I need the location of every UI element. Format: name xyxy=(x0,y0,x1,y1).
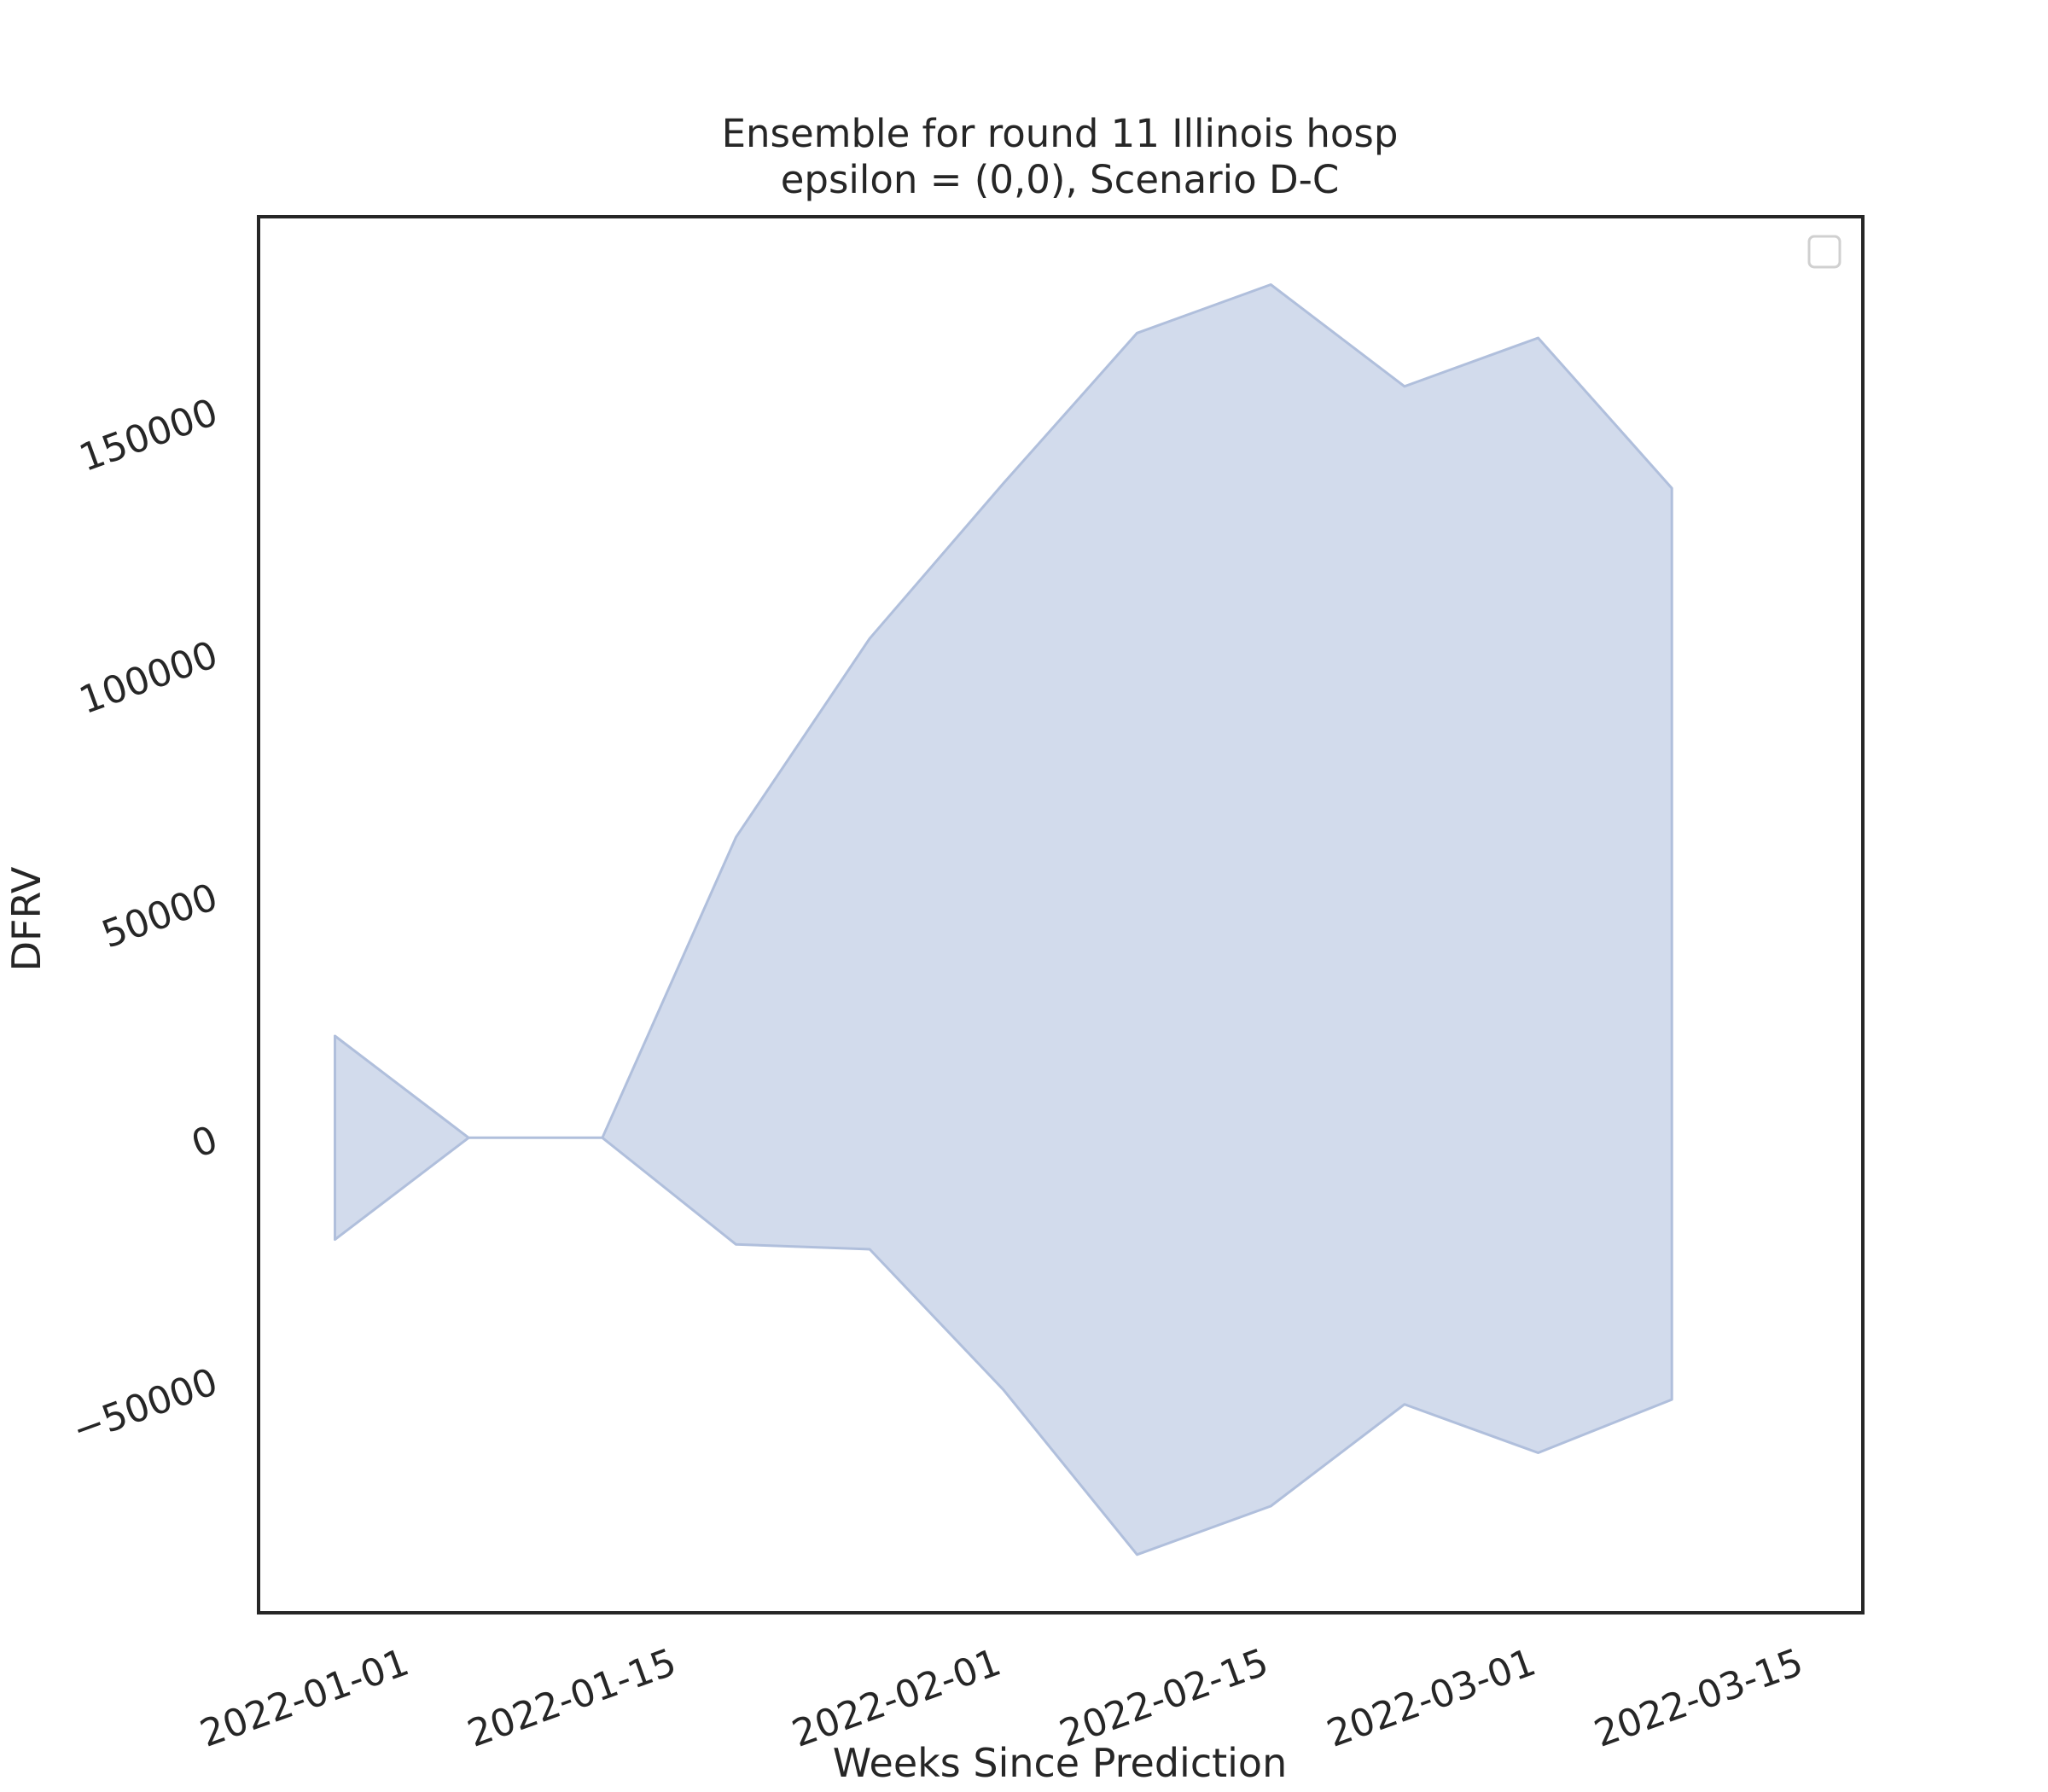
uncertainty-band-0 xyxy=(334,283,1673,1556)
legend-box xyxy=(1807,235,1841,269)
chart-title: Ensemble for round 11 Illinois hosp epsi… xyxy=(722,111,1399,202)
y-axis-label: DFRV xyxy=(3,866,49,971)
plot-frame xyxy=(257,215,1865,1615)
x-axis-label: Weeks Since Prediction xyxy=(833,1740,1287,1786)
chart-subtitle: epsilon = (0,0), Scenario D-C xyxy=(781,157,1340,202)
chart-title-line1: Ensemble for round 11 Illinois hosp xyxy=(722,111,1399,156)
plot-area xyxy=(334,283,1673,1556)
